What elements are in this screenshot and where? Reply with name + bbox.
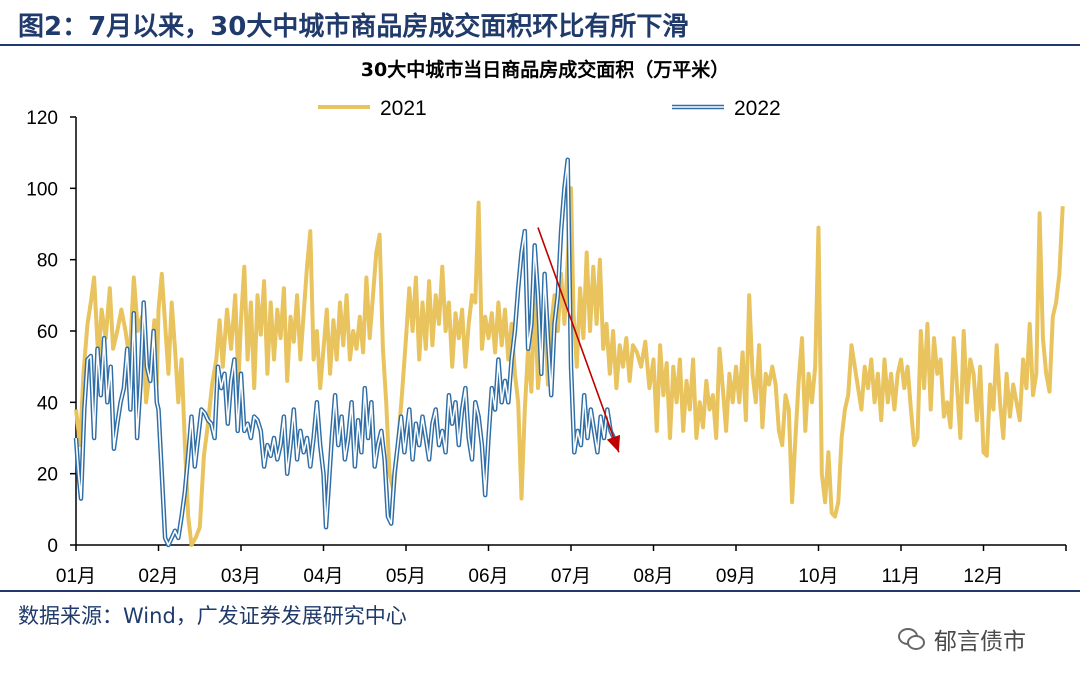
y-tick-label: 20 <box>37 465 58 486</box>
x-tick-label: 07月 <box>551 566 591 587</box>
axes: 120 100 80 60 40 20 0 01月 02月 03月 04月 05月 06月 07月 08月 0… <box>26 108 1067 587</box>
wechat-icon <box>898 628 926 650</box>
header-divider <box>0 44 1080 46</box>
figure-header: 图2：7月以来，30大中城市商品房成交面积环比有所下滑 <box>0 0 1080 46</box>
x-tick-label: 08月 <box>633 566 673 587</box>
x-tick-label: 04月 <box>303 566 343 587</box>
footer-divider <box>0 590 1080 592</box>
x-tick-label: 12月 <box>963 566 1003 587</box>
x-tick-label: 03月 <box>221 566 261 587</box>
annotation-layer <box>537 227 621 453</box>
y-tick-label: 60 <box>37 322 58 343</box>
figure-title: 图2：7月以来，30大中城市商品房成交面积环比有所下滑 <box>18 12 689 42</box>
trend-arrow-line <box>537 227 620 453</box>
legend-label-2022: 2022 <box>734 97 781 120</box>
watermark: 郁言债市 <box>898 622 1026 656</box>
x-tick-label: 09月 <box>716 566 756 587</box>
legend-label-2021: 2021 <box>380 97 427 120</box>
series-line-2021 <box>74 186 1065 547</box>
y-tick-label: 80 <box>37 251 58 272</box>
series-line-2022-inner <box>75 159 615 546</box>
x-tick-label: 05月 <box>386 566 426 587</box>
watermark-text: 郁言债市 <box>934 629 1026 655</box>
y-tick-label: 120 <box>26 108 58 129</box>
x-tick-label: 01月 <box>56 566 96 587</box>
x-tick-label: 06月 <box>468 566 508 587</box>
legend: 2021 2022 <box>318 97 781 120</box>
chart-title: 30大中城市当日商品房成交面积（万平米） <box>361 58 729 81</box>
line-chart: 30大中城市当日商品房成交面积（万平米） 2021 2022 120 100 80 60… <box>26 58 1067 587</box>
source-note: 数据来源：Wind，广发证券发展研究中心 <box>18 604 407 628</box>
y-tick-label: 40 <box>37 393 58 414</box>
y-tick-label: 100 <box>26 179 58 200</box>
trend-arrow-head <box>606 434 621 453</box>
x-tick-label: 02月 <box>138 566 178 587</box>
series-layer <box>73 157 1065 548</box>
y-tick-label: 0 <box>47 536 58 557</box>
x-tick-label: 10月 <box>798 566 838 587</box>
x-tick-label: 11月 <box>882 566 921 587</box>
